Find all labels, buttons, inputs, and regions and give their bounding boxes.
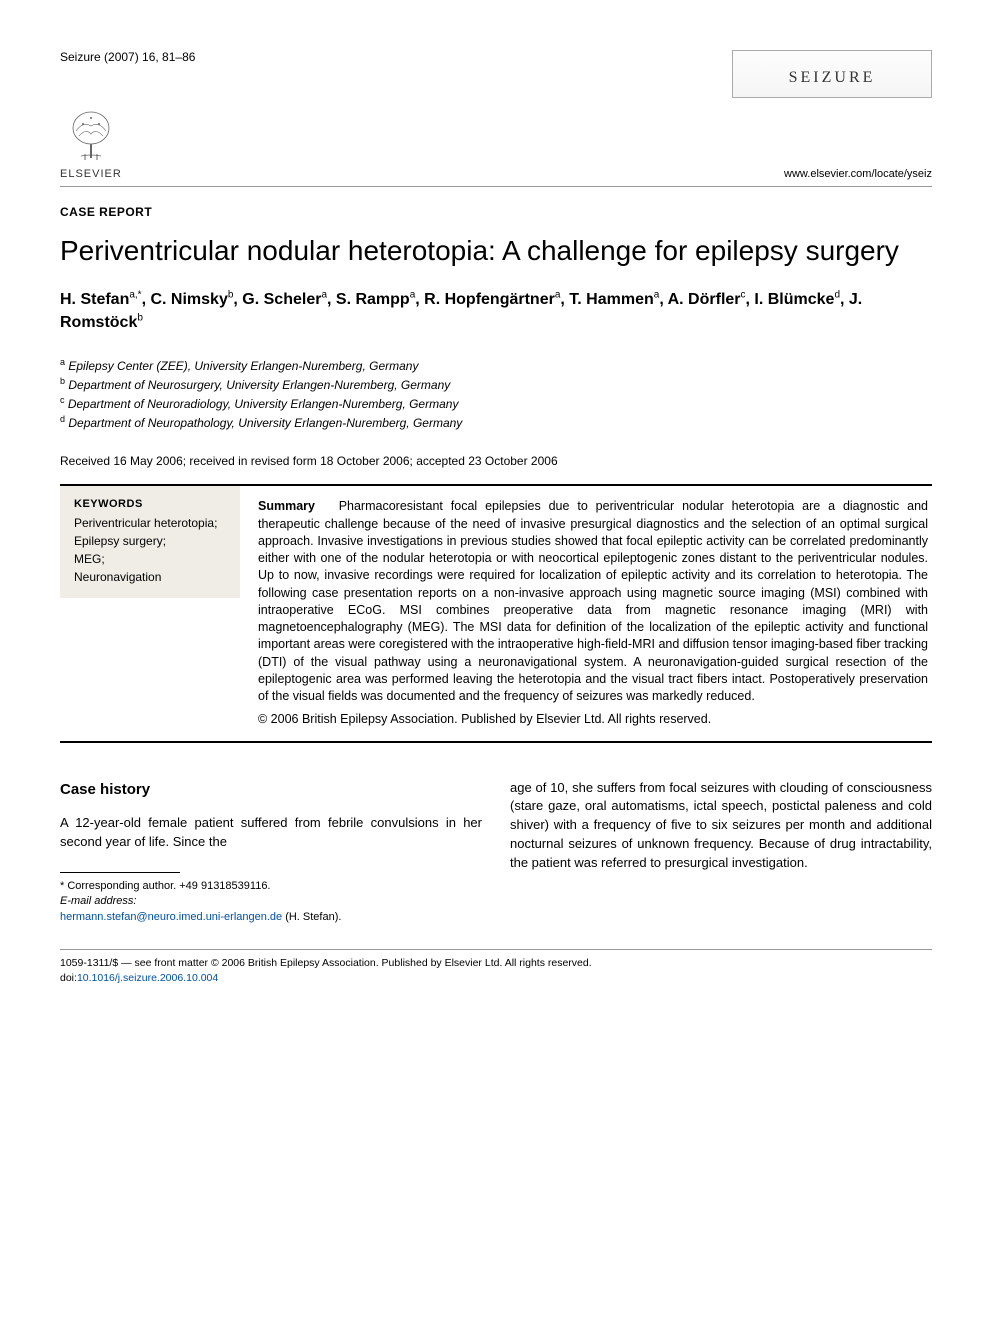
- journal-name: SEIZURE: [761, 69, 903, 87]
- footnotes: * Corresponding author. +49 91318539116.…: [60, 879, 482, 925]
- section-heading: Case history: [60, 779, 482, 801]
- summary-copyright: © 2006 British Epilepsy Association. Pub…: [258, 711, 928, 728]
- body-col-left: Case history A 12-year-old female patien…: [60, 779, 482, 926]
- doi-link[interactable]: 10.1016/j.seizure.2006.10.004: [77, 972, 218, 984]
- corresponding-email[interactable]: hermann.stefan@neuro.imed.uni-erlangen.d…: [60, 911, 282, 923]
- footnote-rule: [60, 872, 180, 873]
- bottom-rule: [60, 949, 932, 950]
- header-rule: [60, 186, 932, 187]
- citation: Seizure (2007) 16, 81–86: [60, 50, 195, 64]
- email-suffix: (H. Stefan).: [282, 911, 341, 923]
- summary-label: Summary: [258, 499, 315, 513]
- article-title: Periventricular nodular heterotopia: A c…: [60, 233, 932, 268]
- body-col2-text: age of 10, she suffers from focal seizur…: [510, 779, 932, 873]
- affiliations: a Epilepsy Center (ZEE), University Erla…: [60, 356, 932, 432]
- keywords-heading: KEYWORDS: [74, 498, 226, 510]
- authors: H. Stefana,*, C. Nimskyb, G. Schelera, S…: [60, 288, 932, 334]
- article-dates: Received 16 May 2006; received in revise…: [60, 454, 932, 468]
- logo-row: ELSEVIER www.elsevier.com/locate/yseiz: [60, 106, 932, 180]
- doi-prefix: doi:: [60, 972, 77, 984]
- article-type: CASE REPORT: [60, 205, 932, 219]
- summary-box: Summary Pharmacoresistant focal epilepsi…: [240, 486, 932, 740]
- front-matter: 1059-1311/$ — see front matter © 2006 Br…: [60, 956, 932, 971]
- corresponding-note: * Corresponding author. +49 91318539116.: [60, 879, 482, 894]
- body-columns: Case history A 12-year-old female patien…: [60, 779, 932, 926]
- keywords-list: Periventricular heterotopia;Epilepsy sur…: [74, 514, 226, 586]
- bottom-info: 1059-1311/$ — see front matter © 2006 Br…: [60, 956, 932, 985]
- summary-text: Pharmacoresistant focal epilepsies due t…: [258, 499, 928, 703]
- keywords-box: KEYWORDS Periventricular heterotopia;Epi…: [60, 486, 240, 598]
- body-col-right: age of 10, she suffers from focal seizur…: [510, 779, 932, 926]
- abstract-block: KEYWORDS Periventricular heterotopia;Epi…: [60, 484, 932, 742]
- elsevier-logo: ELSEVIER: [60, 106, 122, 180]
- journal-box: SEIZURE: [732, 50, 932, 98]
- publisher-name: ELSEVIER: [60, 168, 122, 180]
- elsevier-tree-icon: [61, 106, 121, 166]
- header-row: Seizure (2007) 16, 81–86 SEIZURE: [60, 50, 932, 98]
- email-label: E-mail address:: [60, 895, 136, 907]
- journal-url[interactable]: www.elsevier.com/locate/yseiz: [784, 168, 932, 180]
- body-col1-text: A 12-year-old female patient suffered fr…: [60, 814, 482, 852]
